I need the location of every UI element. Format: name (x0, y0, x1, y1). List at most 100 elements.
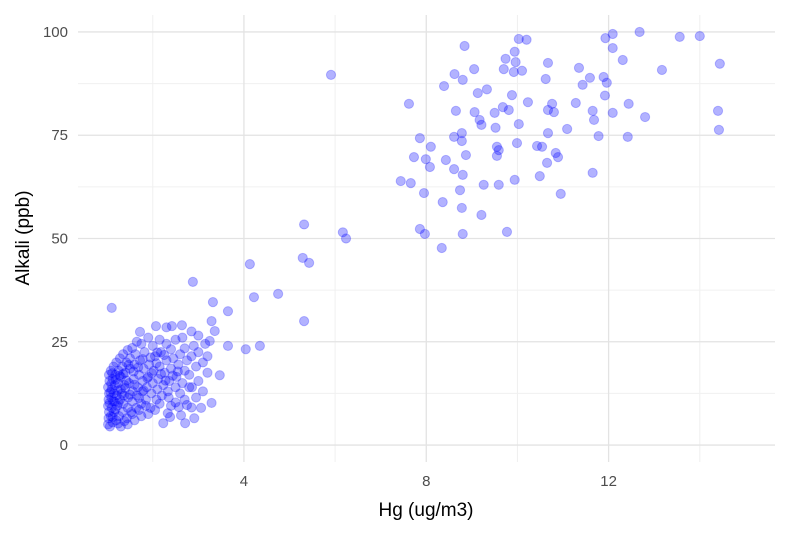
data-point (131, 336, 142, 347)
data-point (141, 382, 152, 393)
data-point (299, 219, 310, 230)
data-point (186, 351, 197, 362)
data-point (299, 316, 310, 327)
data-point (607, 107, 618, 119)
data-point (419, 228, 431, 240)
data-point (516, 65, 528, 76)
data-point (179, 365, 190, 376)
data-point (110, 374, 121, 385)
data-point (456, 202, 467, 214)
data-point (140, 394, 152, 405)
data-point (147, 340, 158, 352)
data-point (170, 397, 181, 408)
data-point (562, 123, 573, 135)
data-point (124, 363, 136, 374)
data-point (118, 398, 129, 409)
data-point (158, 380, 169, 391)
data-point (536, 141, 548, 152)
data-point (170, 382, 181, 393)
data-point (222, 306, 234, 317)
data-point (656, 64, 668, 76)
data-point (448, 163, 460, 175)
data-point (124, 389, 136, 400)
data-point (106, 392, 117, 403)
data-point (107, 411, 118, 423)
data-point (248, 292, 260, 303)
data-point (103, 406, 115, 418)
data-point (491, 150, 503, 161)
data-point (119, 380, 130, 391)
data-point (607, 42, 618, 54)
data-point (106, 384, 117, 395)
data-point (103, 369, 115, 380)
data-point (162, 386, 173, 397)
data-point (121, 357, 132, 368)
data-point (102, 382, 114, 393)
data-point (137, 386, 148, 397)
data-point (123, 392, 134, 403)
data-point (115, 371, 126, 382)
data-point (197, 386, 209, 397)
data-point (325, 69, 337, 81)
data-point (476, 119, 487, 130)
data-point (155, 368, 167, 380)
data-point (481, 84, 493, 95)
data-point (142, 373, 153, 384)
data-point (601, 77, 612, 88)
data-point (599, 90, 611, 101)
data-point (193, 330, 204, 341)
data-point (188, 340, 199, 352)
data-point (106, 302, 117, 314)
data-point (206, 316, 217, 327)
data-point (136, 398, 147, 409)
data-point (542, 104, 554, 116)
data-point (156, 390, 167, 401)
data-point (108, 396, 119, 407)
data-point (161, 355, 172, 366)
data-point (186, 402, 197, 413)
data-point (129, 415, 140, 426)
data-point (151, 358, 162, 369)
data-point (491, 141, 503, 152)
data-point (172, 366, 183, 377)
data-point (490, 122, 501, 133)
data-point (106, 402, 117, 413)
data-point (137, 354, 148, 365)
data-point (113, 418, 124, 429)
data-point (173, 401, 184, 413)
data-point (190, 392, 202, 403)
data-point (165, 400, 177, 411)
data-point (132, 382, 143, 393)
data-point (112, 385, 123, 396)
data-point (131, 390, 142, 401)
data-point (457, 228, 468, 240)
data-point (165, 363, 177, 374)
data-point (460, 149, 472, 161)
data-point (181, 399, 193, 411)
data-point (167, 370, 178, 381)
data-point (121, 413, 132, 424)
data-point (639, 111, 651, 123)
data-point (143, 408, 154, 420)
data-point (102, 400, 114, 411)
y-axis-title: Alkali (ppb) (13, 190, 34, 285)
data-point (187, 276, 198, 287)
data-point (152, 384, 163, 395)
data-point (111, 357, 122, 368)
data-point (154, 398, 165, 409)
data-point (503, 104, 514, 116)
data-point (184, 369, 195, 380)
data-point (513, 33, 524, 45)
data-point (159, 367, 170, 378)
data-point (489, 107, 500, 119)
data-point (193, 375, 204, 387)
data-point (105, 387, 116, 398)
data-point (180, 418, 191, 429)
data-point (186, 326, 197, 337)
data-point (457, 169, 468, 180)
data-point (149, 404, 161, 416)
data-point (337, 227, 348, 238)
data-point (209, 325, 220, 337)
data-point (104, 397, 115, 409)
data-point (150, 320, 162, 332)
